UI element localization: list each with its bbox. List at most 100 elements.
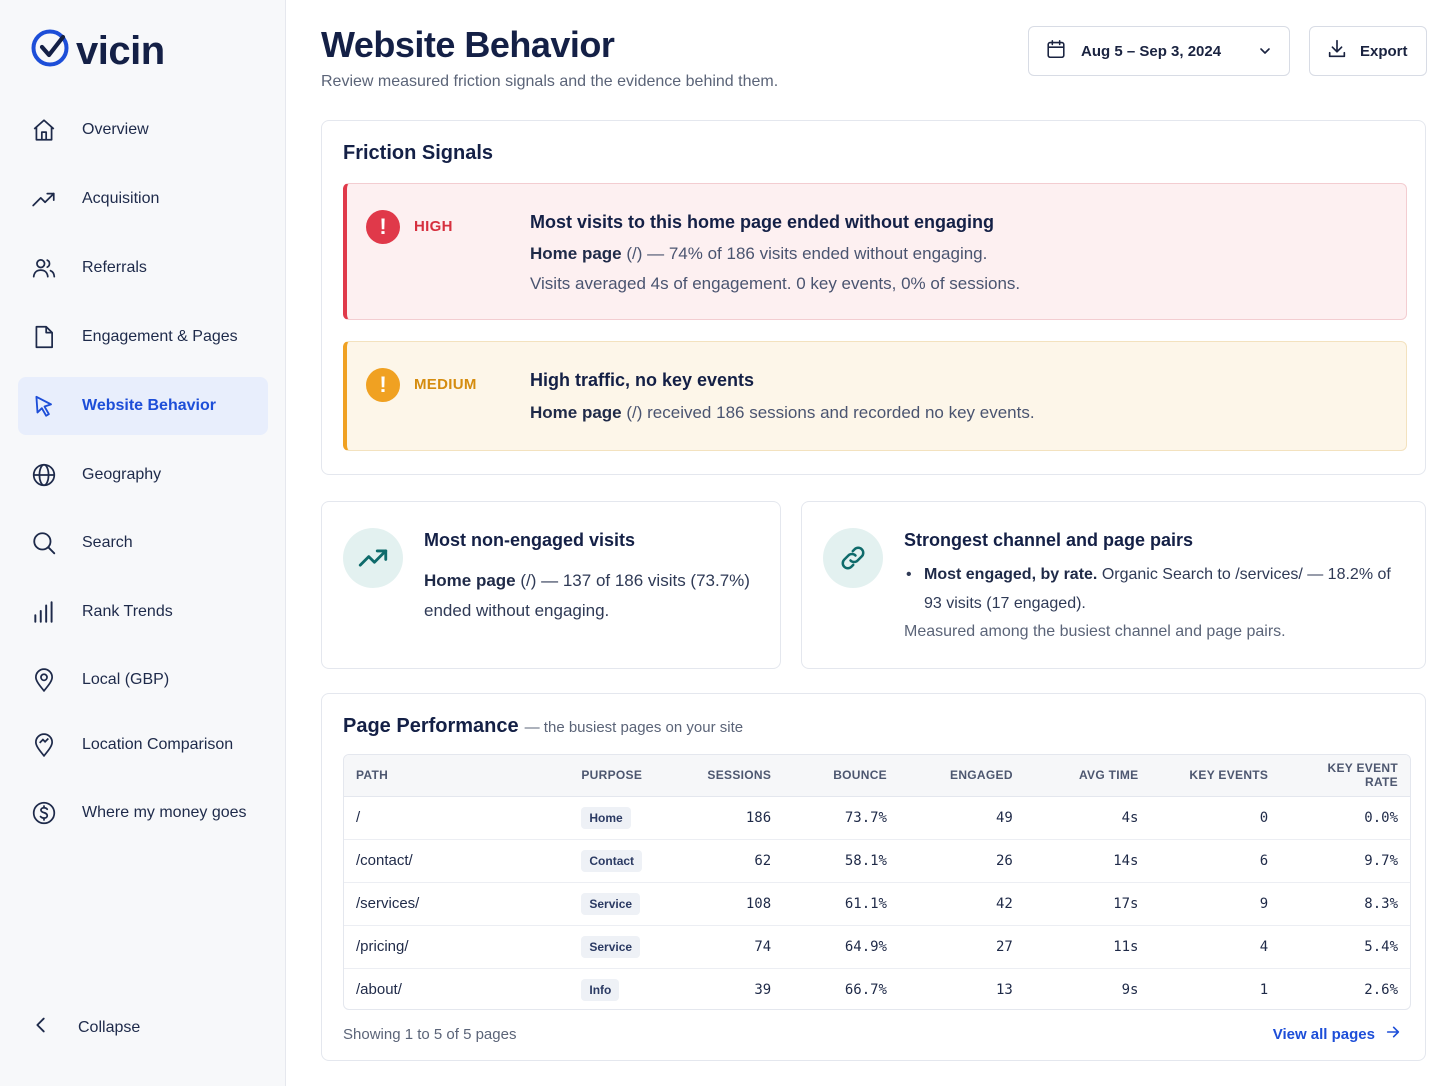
warning-icon: ! xyxy=(366,368,400,402)
bar-chart-icon xyxy=(30,598,58,626)
insight-title: Strongest channel and page pairs xyxy=(904,530,1194,550)
column-header-bounce[interactable]: BOUNCE xyxy=(783,755,899,797)
page-performance-card: Page Performance — the busiest pages on … xyxy=(321,693,1426,1061)
table-header-row: PATH PURPOSE SESSIONS BOUNCE ENGAGED AVG… xyxy=(344,755,1410,797)
cell-path: /about/ xyxy=(356,981,402,999)
table-row[interactable]: / Home 186 73.7% 49 4s 0 0.0% xyxy=(344,796,1410,839)
download-icon xyxy=(1326,38,1348,65)
friction-signals-card: Friction Signals ! HIGH Most visits to t… xyxy=(321,120,1426,475)
cell-sessions: 74 xyxy=(754,938,772,955)
cell-path: /pricing/ xyxy=(356,938,409,955)
cell-bounce: 58.1% xyxy=(844,852,887,869)
cell-path: /services/ xyxy=(356,895,420,912)
map-pin-icon xyxy=(30,666,58,694)
logo[interactable]: vicin xyxy=(30,28,165,73)
sidebar-item-label: Rank Trends xyxy=(82,603,173,620)
users-icon xyxy=(30,254,58,282)
page-subtitle: Review measured friction signals and the… xyxy=(321,73,779,90)
cell-key-events: 1 xyxy=(1259,981,1269,998)
sidebar-item-label: Overview xyxy=(82,121,149,138)
purpose-badge: Service xyxy=(581,892,641,915)
sidebar-item-referrals[interactable]: Referrals xyxy=(18,239,268,297)
file-icon xyxy=(30,323,58,351)
cell-bounce: 61.1% xyxy=(844,895,887,912)
cell-sessions: 186 xyxy=(745,809,772,826)
date-range-picker[interactable]: Aug 5 – Sep 3, 2024 xyxy=(1028,26,1290,76)
page-title: Website Behavior xyxy=(321,24,615,65)
sidebar-item-geography[interactable]: Geography xyxy=(18,446,268,504)
non-engaged-card: Most non-engaged visits Home page (/) — … xyxy=(321,501,781,669)
sidebar-item-acquisition[interactable]: Acquisition xyxy=(18,170,268,228)
column-header-sessions[interactable]: SESSIONS xyxy=(679,755,784,797)
search-icon xyxy=(30,529,58,557)
export-button[interactable]: Export xyxy=(1309,26,1427,76)
home-icon xyxy=(30,116,58,144)
column-header-purpose[interactable]: PURPOSE xyxy=(569,755,680,797)
cell-path: /contact/ xyxy=(356,852,413,869)
cell-sessions: 62 xyxy=(754,852,772,869)
cell-bounce: 64.9% xyxy=(844,938,887,955)
cell-bounce: 73.7% xyxy=(844,809,887,826)
sidebar-item-label: Referrals xyxy=(82,259,147,276)
insight-text: Home page (/) — 137 of 186 visits (73.7%… xyxy=(424,571,750,620)
sidebar-item-local-gbp[interactable]: Local (GBP) xyxy=(18,651,268,709)
cell-engaged: 26 xyxy=(995,852,1013,869)
logo-check-icon xyxy=(30,28,70,73)
cursor-icon xyxy=(30,392,58,420)
sidebar-item-label: Acquisition xyxy=(82,190,160,207)
view-all-pages-link[interactable]: View all pages xyxy=(1273,1024,1401,1045)
purpose-badge: Home xyxy=(581,806,631,829)
cell-key-event-rate: 0.0% xyxy=(1364,809,1398,826)
signal-detail-secondary: Visits averaged 4s of engagement. 0 key … xyxy=(530,274,1021,293)
purpose-badge: Service xyxy=(581,935,641,958)
globe-icon xyxy=(30,461,58,489)
column-header-path[interactable]: PATH xyxy=(344,755,570,797)
signal-detail: Home page (/) — 74% of 186 visits ended … xyxy=(530,244,988,263)
cell-key-events: 4 xyxy=(1259,938,1269,955)
sidebar-item-location-comparison[interactable]: Location Comparison xyxy=(18,716,268,774)
page-performance-subtitle: — the busiest pages on your site xyxy=(524,719,744,736)
sidebar-item-engagement-pages[interactable]: Engagement & Pages xyxy=(18,308,268,366)
page-performance-header: Page Performance — the busiest pages on … xyxy=(343,715,743,738)
column-header-avg-time[interactable]: AVG TIME xyxy=(1024,755,1151,797)
cell-avg-time: 4s xyxy=(1121,809,1139,826)
severity-badge: MEDIUM xyxy=(414,376,477,393)
cell-key-event-rate: 8.3% xyxy=(1364,895,1398,912)
purpose-badge: Contact xyxy=(581,849,643,872)
purpose-badge: Info xyxy=(581,978,620,1001)
sidebar-item-where-my-money-goes[interactable]: Where my money goes xyxy=(18,784,268,842)
table-row[interactable]: /services/ Service 108 61.1% 42 17s 9 8.… xyxy=(344,882,1410,925)
friction-signals-title: Friction Signals xyxy=(343,142,494,164)
insight-note: Measured among the busiest channel and p… xyxy=(904,623,1286,640)
sidebar-item-search[interactable]: Search xyxy=(18,514,268,572)
sidebar-item-rank-trends[interactable]: Rank Trends xyxy=(18,583,268,641)
cell-key-events: 0 xyxy=(1259,809,1269,826)
severity-badge: HIGH xyxy=(414,218,453,235)
logo-text: vicin xyxy=(76,28,165,73)
signal-detail: Home page (/) received 186 sessions and … xyxy=(530,403,1035,422)
cell-sessions: 39 xyxy=(754,981,772,998)
sidebar-item-overview[interactable]: Overview xyxy=(18,101,268,159)
cell-key-events: 9 xyxy=(1259,895,1269,912)
view-all-label: View all pages xyxy=(1272,1026,1375,1043)
sidebar: vicin Overview Acquisition Referrals Eng… xyxy=(0,0,286,1086)
cell-avg-time: 9s xyxy=(1121,981,1139,998)
table-row[interactable]: /contact/ Contact 62 58.1% 26 14s 6 9.7% xyxy=(344,839,1410,882)
table-row[interactable]: /about/ Info 39 66.7% 13 9s 1 2.6% xyxy=(344,968,1410,1009)
cell-avg-time: 11s xyxy=(1113,938,1139,955)
column-header-key-events[interactable]: KEY EVENTS xyxy=(1150,755,1281,797)
page-performance-title: Page Performance xyxy=(343,715,519,737)
insight-bullet: • Most engaged, by rate. Organic Search t… xyxy=(906,566,1391,612)
cell-key-events: 6 xyxy=(1259,852,1269,869)
sidebar-item-website-behavior[interactable]: Website Behavior xyxy=(18,377,268,435)
column-header-key-event-rate[interactable]: KEY EVENT RATE xyxy=(1280,755,1410,797)
cell-key-event-rate: 2.6% xyxy=(1364,981,1398,998)
signal-title: Most visits to this home page ended with… xyxy=(530,212,995,232)
cell-engaged: 42 xyxy=(995,895,1013,912)
collapse-button[interactable]: Collapse xyxy=(30,1014,140,1041)
column-header-engaged[interactable]: ENGAGED xyxy=(899,755,1025,797)
chevron-left-icon xyxy=(30,1014,52,1041)
cell-bounce: 66.7% xyxy=(844,981,887,998)
table-row[interactable]: /pricing/ Service 74 64.9% 27 11s 4 5.4% xyxy=(344,925,1410,968)
cell-key-event-rate: 5.4% xyxy=(1364,938,1398,955)
